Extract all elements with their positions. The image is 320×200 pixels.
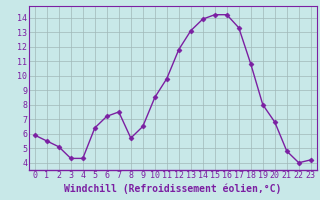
X-axis label: Windchill (Refroidissement éolien,°C): Windchill (Refroidissement éolien,°C): [64, 183, 282, 194]
